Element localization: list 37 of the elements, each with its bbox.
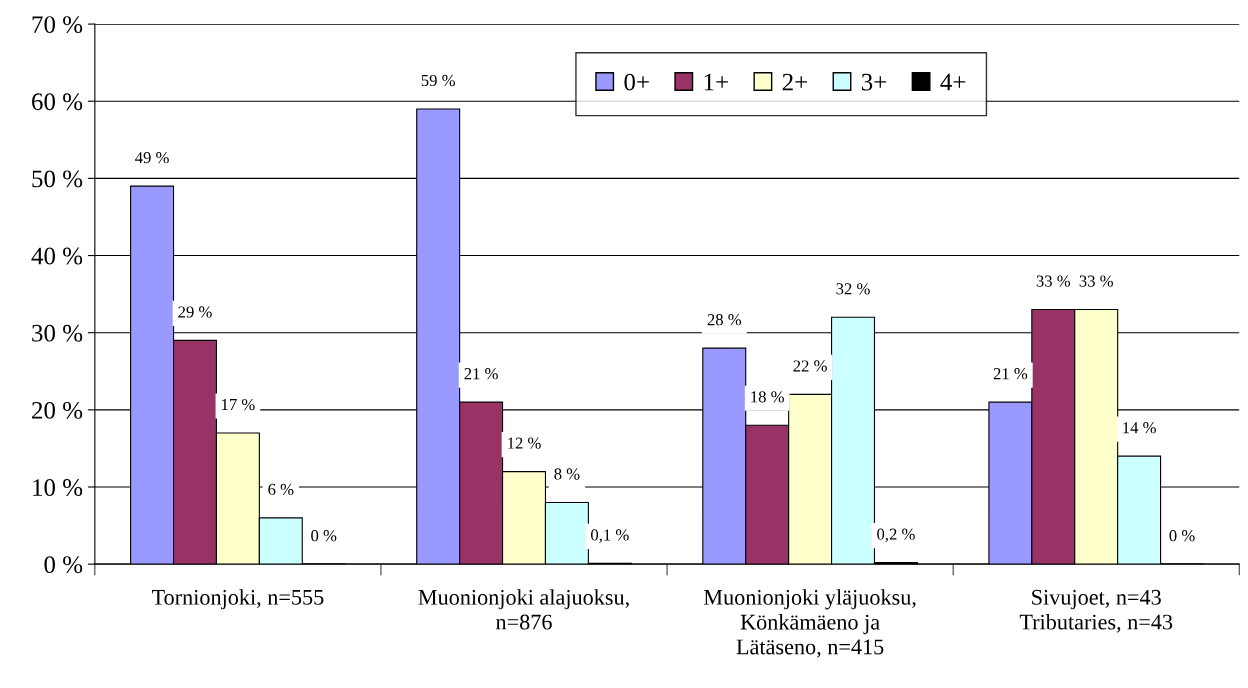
- legend-label: 3+: [861, 73, 887, 91]
- legend-label: 1+: [704, 73, 728, 91]
- y-tick-label: 40 %: [31, 247, 83, 265]
- data-label: 12 %: [508, 437, 541, 449]
- data-label: 21 %: [993, 368, 1028, 380]
- y-tick-label: 0 %: [44, 556, 83, 574]
- data-label: 29 %: [178, 306, 212, 318]
- data-label: 22 %: [793, 360, 827, 372]
- data-label: 32 %: [836, 283, 870, 295]
- legend-label: 4+: [940, 73, 966, 91]
- data-label: 59 %: [421, 74, 455, 87]
- legend-label: 2+: [782, 73, 808, 91]
- y-tick-label: 10 %: [33, 479, 83, 497]
- x-tick-label: Muonionjoki yläjuoksu, Könkämäeno ja Lätäseno, n=415: [703, 589, 916, 658]
- data-label: 33 %: [1036, 275, 1071, 287]
- y-tick-label: 30 %: [32, 324, 83, 342]
- data-label: 0,2 %: [877, 528, 915, 543]
- y-tick-label: 50 %: [32, 170, 83, 188]
- data-label: 8 %: [554, 468, 580, 480]
- y-tick-label: 60 %: [32, 93, 83, 111]
- data-label: 33 %: [1079, 275, 1113, 287]
- data-label: 21 %: [464, 368, 498, 380]
- x-tick-label: Muonionjoki alajuoksu, n=876: [418, 589, 629, 630]
- x-tick-label: Tornionjoki, n=555: [151, 589, 324, 610]
- data-label: 17 %: [222, 398, 255, 411]
- data-label: 49 %: [135, 152, 169, 164]
- data-label: 14 %: [1123, 422, 1156, 434]
- data-label: 0 %: [311, 530, 337, 542]
- data-label: 0 %: [1169, 530, 1195, 542]
- data-label: 6 %: [268, 483, 294, 496]
- x-tick-label: Sivujoet, n=43 Tributaries, n=43: [1019, 589, 1173, 633]
- y-tick-label: 70 %: [32, 16, 83, 34]
- legend-label: 0+: [624, 73, 649, 91]
- data-label: 18 %: [751, 391, 784, 403]
- y-tick-label: 20 %: [32, 401, 83, 419]
- data-label: 28 %: [707, 314, 742, 326]
- data-label: 0,1 %: [591, 529, 629, 543]
